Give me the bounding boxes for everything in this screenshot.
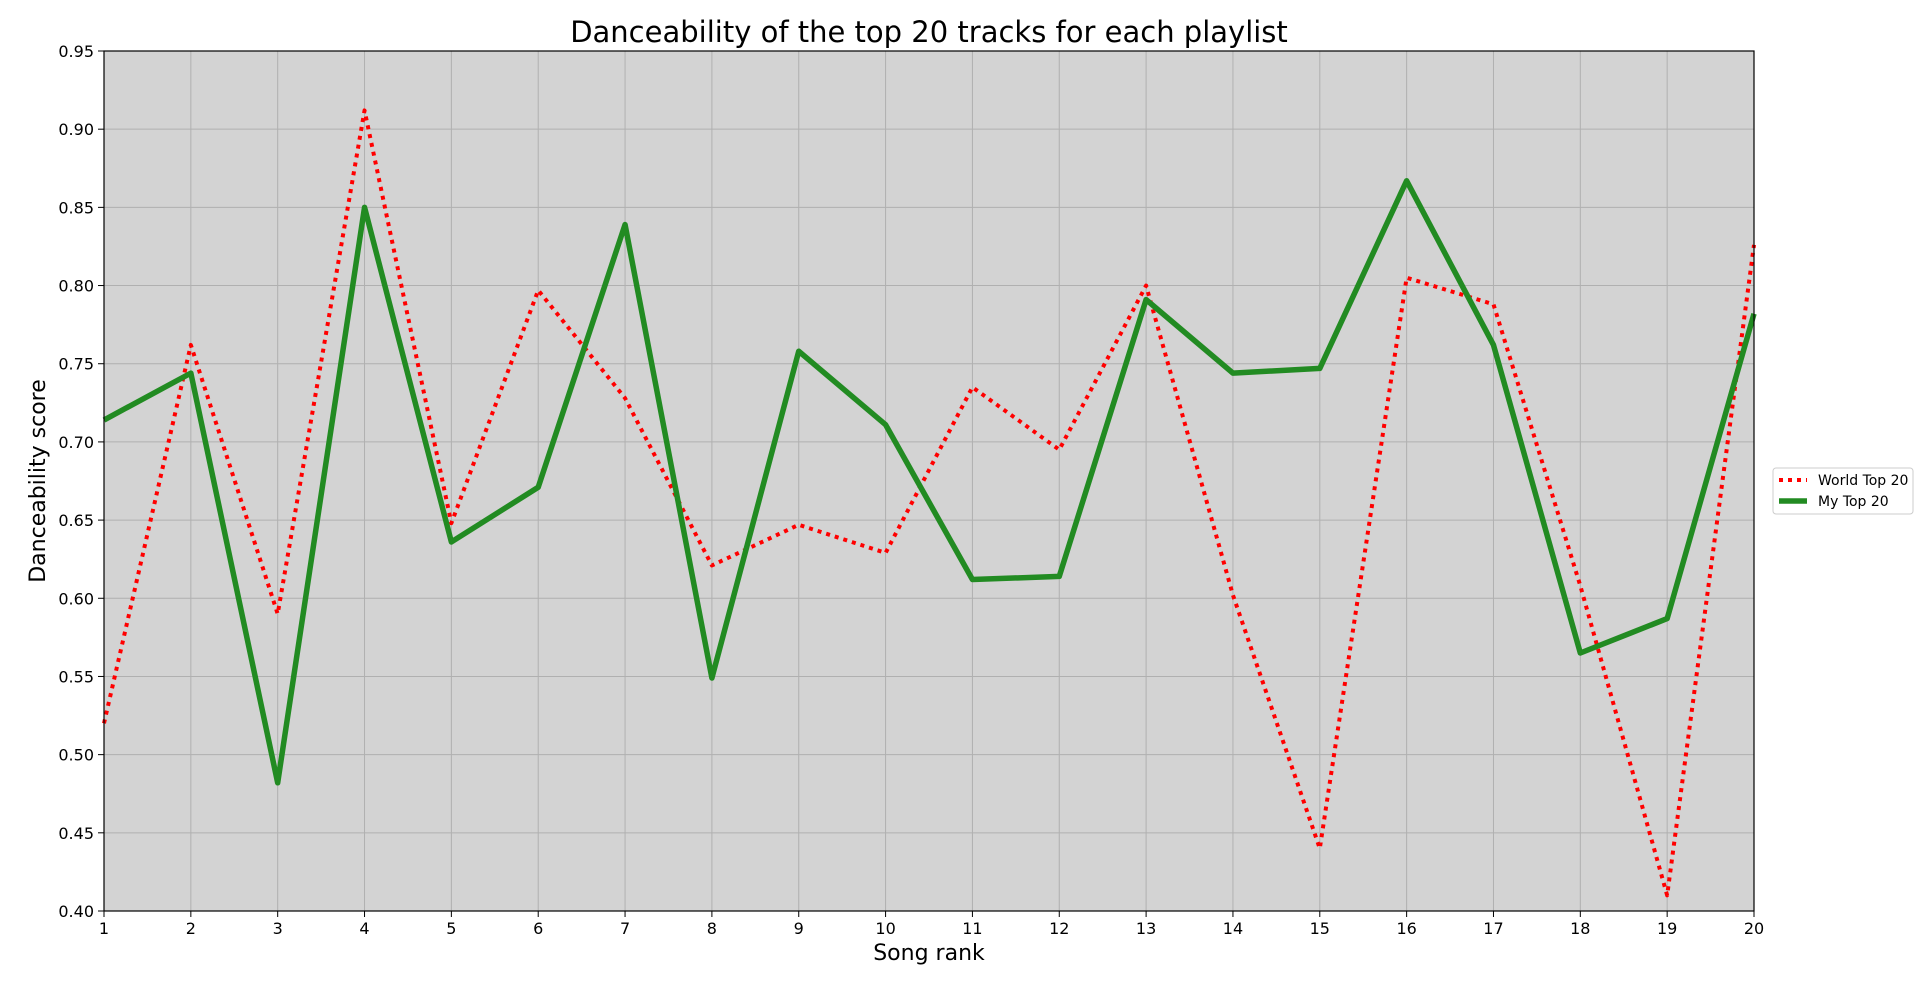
axis-ticks: 1 2 3 4 5 6 7 8 9 10 11 12 13 14 15 16 17 18 19 200.400.450… [58,42,1764,938]
data-point [1232,373,1233,374]
data-point [711,678,712,679]
data-point [1319,368,1320,369]
y-tick-label: 0.90 [58,120,94,139]
data-point [1406,277,1407,278]
chart-title: Danceability of the top 20 tracks for ea… [570,15,1288,49]
legend-label-my-top-20: My Top 20 [1818,494,1889,510]
x-tick-label: 19 [1657,919,1677,938]
y-axis-label: Danceability score [26,379,51,583]
data-point [1146,299,1147,300]
data-point [364,207,365,208]
x-tick-label: 3 [273,919,283,938]
data-point [1059,576,1060,577]
y-tick-label: 0.70 [58,433,94,452]
data-point [277,782,278,783]
y-tick-label: 0.45 [58,824,94,843]
y-tick-label: 0.95 [58,42,94,61]
series-lines [102,108,1757,898]
data-point [451,541,452,542]
data-point [711,565,712,566]
y-tick-label: 0.55 [58,667,94,686]
y-tick-label: 0.60 [58,589,94,608]
x-tick-label: 7 [620,919,630,938]
x-tick-label: 4 [359,919,369,938]
plot-area [104,51,1754,911]
y-tick-label: 0.80 [58,277,94,296]
data-point [885,424,886,425]
y-tick-label: 0.40 [58,902,94,921]
x-tick-label: 15 [1310,919,1330,938]
data-point [1493,304,1494,305]
data-point [1406,180,1407,181]
data-point [625,224,626,225]
data-point [451,523,452,524]
data-point [1667,895,1668,896]
data-point [1493,344,1494,345]
data-point [364,110,365,111]
data-point [1059,449,1060,450]
x-tick-label: 16 [1396,919,1416,938]
series-line-world-top-20 [102,108,1756,898]
data-point [1232,595,1233,596]
data-point [538,290,539,291]
x-tick-label: 1 [99,919,109,938]
data-point [190,373,191,374]
data-point [972,387,973,388]
data-point [625,398,626,399]
y-tick-label: 0.50 [58,746,94,765]
data-point [972,579,973,580]
x-tick-label: 17 [1483,919,1503,938]
x-axis-label: Song rank [873,941,985,966]
x-tick-label: 14 [1223,919,1243,938]
data-point [1580,653,1581,654]
data-point [885,552,886,553]
data-point [538,487,539,488]
x-tick-label: 18 [1570,919,1590,938]
data-point [1580,585,1581,586]
x-tick-label: 20 [1744,919,1764,938]
series-line-my-top-20 [102,178,1757,786]
x-tick-label: 12 [1049,919,1069,938]
legend-label-world-top-20: World Top 20 [1818,473,1908,489]
data-point [798,351,799,352]
x-tick-label: 11 [962,919,982,938]
x-tick-label: 9 [794,919,804,938]
x-tick-label: 10 [875,919,895,938]
data-point [190,344,191,345]
x-tick-label: 6 [533,919,543,938]
data-point [1319,848,1320,849]
x-tick-label: 13 [1136,919,1156,938]
legend-box [1772,467,1914,515]
data-point [1146,285,1147,286]
y-tick-label: 0.75 [58,355,94,374]
data-point [277,613,278,614]
x-tick-label: 2 [186,919,196,938]
legend: World Top 20 My Top 20 [1772,467,1914,515]
y-tick-label: 0.85 [58,198,94,217]
data-point [1667,618,1668,619]
y-tick-label: 0.65 [58,511,94,530]
x-tick-label: 8 [707,919,717,938]
data-point [798,524,799,525]
plot-frame [103,50,1755,912]
x-tick-label: 5 [446,919,456,938]
